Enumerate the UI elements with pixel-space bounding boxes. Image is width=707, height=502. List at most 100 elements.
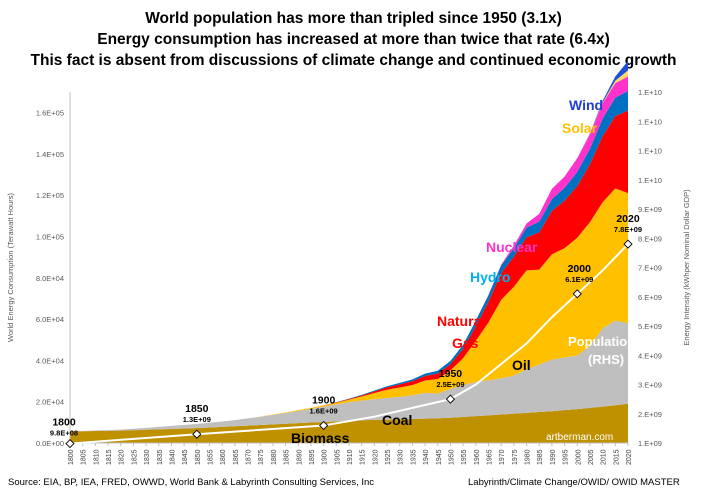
chart-title-line-3: This fact is absent from discussions of …: [30, 52, 677, 69]
x-tick-label: 1940: [423, 449, 430, 465]
y-axis-label: World Energy Consumption (Terawatt Hours…: [6, 192, 15, 342]
y-tick-label: 8.0E+04: [36, 274, 64, 283]
area-natural-gas: [70, 110, 628, 432]
population-value-label: 7.8E+09: [614, 225, 642, 234]
y2-axis-label: Energy Intensity (kWhper Nominal Dollar …: [682, 189, 691, 346]
y2-tick-label: 1.E+09: [638, 439, 662, 448]
x-tick-label: 1980: [525, 449, 532, 465]
x-tick-label: 1945: [436, 449, 443, 465]
x-tick-label: 2015: [613, 449, 620, 465]
y-tick-label: 1.0E+05: [36, 233, 64, 242]
y2-tick-label: 2.E+09: [638, 410, 662, 419]
x-tick-label: 1870: [246, 449, 253, 465]
x-tick-label: 1805: [81, 449, 88, 465]
population-value-label: 1.3E+09: [183, 415, 211, 424]
label-natural-gas-2: Gas: [452, 335, 479, 351]
label-hydro: Hydro: [470, 269, 510, 285]
x-tick-label: 1900: [322, 449, 329, 465]
x-tick-label: 1935: [410, 449, 417, 465]
population-value-label: 2.5E+09: [436, 380, 464, 389]
x-tick-label: 2010: [601, 449, 608, 465]
x-tick-label: 1815: [106, 449, 113, 465]
y2-tick-label: 7.E+09: [638, 264, 662, 273]
label-oil: Oil: [512, 357, 531, 373]
y2-tick-label: 1.E+10: [638, 88, 662, 97]
label-population-1: Population: [568, 334, 635, 349]
x-tick-label: 1810: [93, 449, 100, 465]
x-tick-label: 1965: [487, 449, 494, 465]
area-oil: [70, 188, 628, 432]
x-tick-label: 1845: [182, 449, 189, 465]
population-value-label: 9.8E+08: [50, 429, 78, 438]
y2-tick-label: 6.E+09: [638, 293, 662, 302]
population-year-label: 1900: [312, 394, 336, 406]
x-tick-label: 1825: [131, 449, 138, 465]
population-marker: [319, 420, 329, 431]
y2-tick-label: 8.E+09: [638, 234, 662, 243]
population-year-label: 1950: [439, 368, 463, 380]
x-tick-label: 1905: [334, 449, 341, 465]
label-nuclear: Nuclear: [486, 239, 538, 255]
x-tick-label: 1930: [398, 449, 405, 465]
x-tick-label: 1855: [208, 449, 215, 465]
x-tick-label: 1875: [258, 449, 265, 465]
y2-tick-label: 9.E+09: [638, 205, 662, 214]
x-tick-label: 1885: [284, 449, 291, 465]
x-tick-label: 1820: [119, 449, 126, 465]
x-tick-label: 1890: [296, 449, 303, 465]
y-tick-label: 1.2E+05: [36, 191, 64, 200]
label-wind: Wind: [569, 97, 603, 113]
x-tick-label: 1955: [461, 449, 468, 465]
label-population-2: (RHS): [588, 352, 624, 367]
y2-tick-label: 1.E+10: [638, 147, 662, 156]
x-tick-label: 1830: [144, 449, 151, 465]
x-tick-label: 1970: [499, 449, 506, 465]
x-tick-label: 1990: [550, 449, 557, 465]
y-tick-label: 6.0E+04: [36, 315, 64, 324]
x-tick-label: 2005: [588, 449, 595, 465]
population-marker: [572, 289, 582, 299]
x-tick-label: 1920: [372, 449, 379, 465]
population-marker: [623, 239, 633, 249]
x-tick-label: 1840: [169, 449, 176, 465]
x-tick-label: 1910: [347, 449, 354, 465]
x-tick-label: 1975: [512, 449, 519, 465]
x-tick-label: 1860: [220, 449, 227, 465]
label-coal: Coal: [382, 412, 412, 428]
y-tick-label: 1.4E+05: [36, 150, 64, 159]
x-tick-label: 1850: [195, 449, 202, 465]
x-tick-label: 2020: [626, 449, 633, 465]
label-natural-gas-1: Natural: [437, 313, 485, 329]
y2-tick-label: 4.E+09: [638, 351, 662, 360]
x-tick-label: 1995: [563, 449, 570, 465]
population-marker: [192, 429, 202, 439]
y-tick-label: 4.0E+04: [36, 356, 64, 365]
x-tick-label: 1925: [385, 449, 392, 465]
area-coal: [70, 320, 628, 432]
y-tick-label: 2.0E+04: [36, 398, 64, 407]
x-tick-label: 1950: [448, 449, 455, 465]
x-tick-label: 1865: [233, 449, 240, 465]
population-line: [69, 243, 629, 445]
x-tick-label: 2000: [575, 449, 582, 465]
watermark: artberman.com: [546, 432, 613, 443]
population-year-label: 2000: [568, 263, 592, 275]
population-value-label: 6.1E+09: [565, 275, 593, 284]
population-year-label: 2020: [616, 213, 640, 225]
x-tick-label: 1985: [537, 449, 544, 465]
stacked-areas: [70, 61, 628, 443]
x-tick-label: 1960: [474, 449, 481, 465]
y2-tick-label: 1.E+10: [638, 117, 662, 126]
x-tick-label: 1915: [360, 449, 367, 465]
population-year-label: 1850: [185, 403, 209, 415]
y-tick-label: 0.0E+00: [36, 439, 64, 448]
chart-title-line-2: Energy consumption has increased at more…: [97, 31, 610, 48]
label-solar: Solar: [562, 120, 598, 136]
y2-tick-label: 5.E+09: [638, 322, 662, 331]
chart-titles: World population has more than tripled s…: [0, 8, 707, 71]
label-biomass: Biomass: [291, 430, 350, 446]
x-tick-label: 1800: [68, 449, 75, 465]
y2-tick-label: 1.E+10: [638, 176, 662, 185]
population-marker: [65, 438, 75, 449]
